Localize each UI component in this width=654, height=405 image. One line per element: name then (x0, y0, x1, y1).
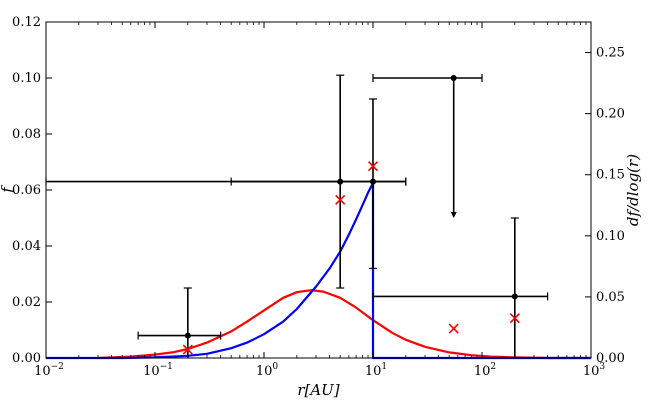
cross-marker-1 (182, 344, 193, 355)
x-tick-exponent: −2 (51, 362, 64, 372)
left-y-axis-label: f (0, 185, 16, 194)
x-tick-exponent: 2 (490, 362, 496, 372)
x-tick-exponent: −1 (160, 362, 173, 372)
x-tick-label: 102 (474, 362, 496, 379)
right-y-tick-label: 0.00 (596, 351, 625, 366)
left-y-tick-label: 0.04 (12, 239, 41, 254)
x-tick-label: 101 (365, 362, 387, 379)
errorbars-layer (45, 74, 549, 358)
plot-frame (45, 21, 592, 359)
right-y-tick-label: 0.20 (596, 107, 625, 122)
data-point (184, 332, 191, 339)
x-tick-base: 10 (474, 364, 491, 379)
x-tick-base: 10 (365, 364, 382, 379)
left-y-tick-label: 0.12 (12, 15, 41, 30)
x-tick-exponent: 0 (272, 362, 278, 372)
x-axis-label: r[AU] (297, 381, 339, 399)
x-tick-label: 10−2 (34, 362, 64, 379)
data-point (450, 75, 457, 81)
x-tick-base: 10 (34, 364, 51, 379)
left-y-tick-label: 0.00 (12, 351, 41, 366)
data-point (511, 293, 518, 300)
left-y-tick-label: 0.06 (12, 183, 41, 198)
series-line-1 (97, 289, 591, 360)
right-y-tick-label: 0.15 (596, 168, 625, 183)
right-y-tick-label: 0.10 (596, 229, 625, 244)
errorbar-3 (45, 98, 407, 269)
cross-marker-4 (448, 323, 459, 334)
upper-limit-arrowhead (450, 212, 457, 218)
right-y-axis-ticks: 0.00 0.05 0.10 0.15 0.20 0.25 (585, 46, 625, 366)
left-y-tick-label: 0.10 (12, 71, 41, 86)
right-y-axis-label: df/dlog(r) (624, 154, 642, 226)
x-tick-base: 10 (256, 364, 273, 379)
cross-marker-3 (367, 161, 379, 172)
right-y-tick-label: 0.05 (596, 290, 625, 305)
x-tick-exponent: 3 (599, 362, 605, 372)
x-tick-base: 10 (583, 364, 600, 379)
errorbar-5 (372, 217, 549, 358)
markers-layer (182, 161, 520, 355)
right-y-tick-label: 0.25 (596, 46, 625, 61)
cross-marker-2 (335, 194, 346, 205)
x-tick-exponent: 1 (381, 362, 387, 372)
series-line-2 (46, 181, 591, 360)
cross-marker-5 (509, 313, 520, 324)
x-tick-label: 10−1 (143, 362, 173, 379)
x-tick-label: 100 (256, 362, 279, 379)
x-axis-ticks: 10−2 10−1 100 101 102 103 (34, 22, 605, 379)
left-y-tick-label: 0.08 (12, 127, 41, 142)
x-tick-base: 10 (143, 364, 160, 379)
data-point (370, 178, 376, 185)
curves-layer (46, 181, 591, 360)
errorbar-1 (137, 287, 222, 358)
errorbar-4 (372, 74, 483, 218)
x-tick-label: 103 (583, 362, 606, 379)
left-y-axis-ticks: 0.00 0.02 0.04 0.06 0.08 0.10 0.12 (12, 15, 52, 366)
left-y-tick-label: 0.02 (12, 295, 41, 310)
